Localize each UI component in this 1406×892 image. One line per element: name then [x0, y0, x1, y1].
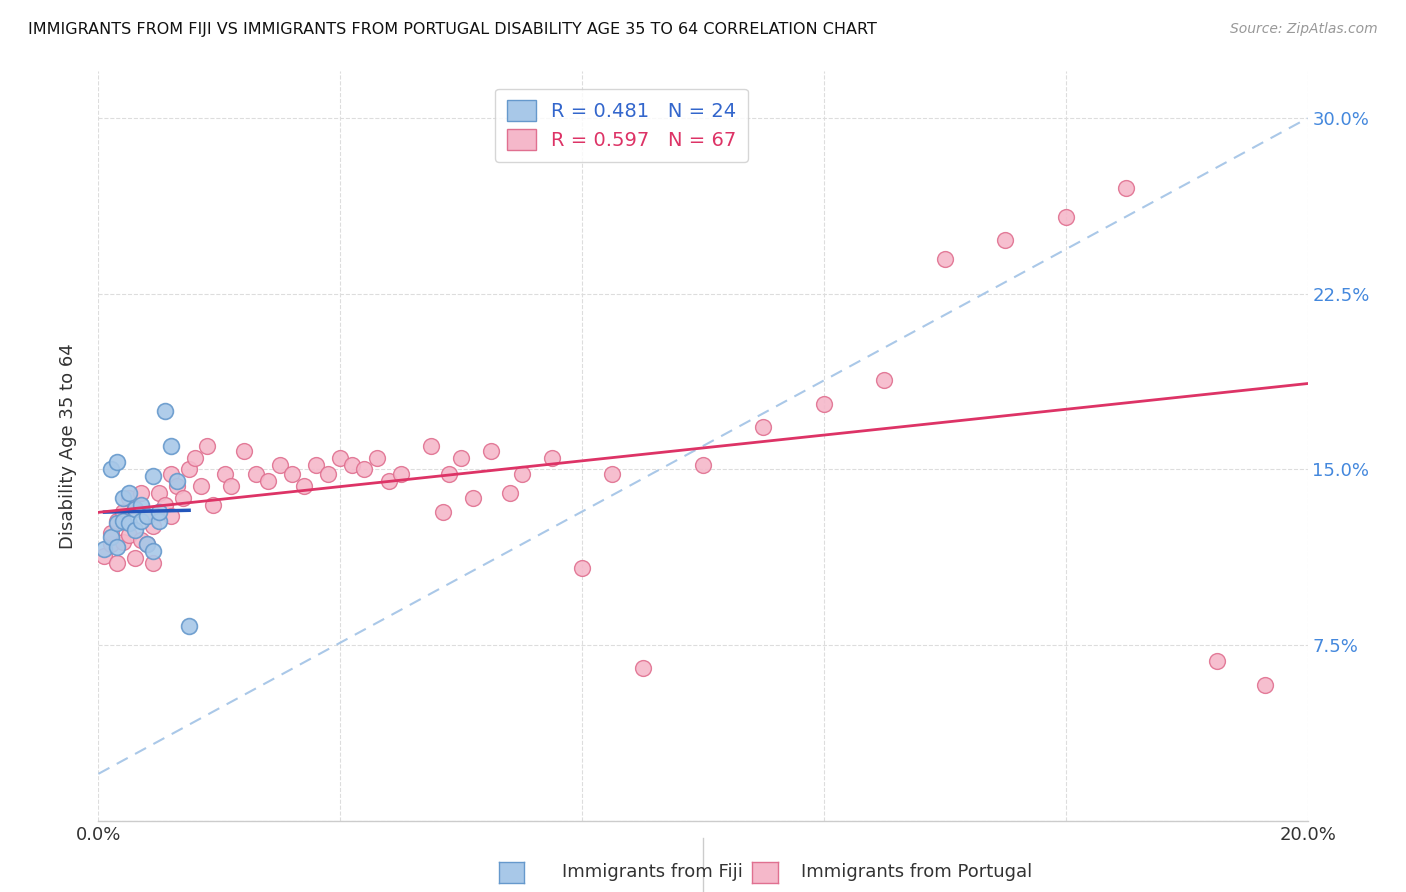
Point	[118, 485, 141, 500]
Point	[389, 467, 412, 482]
Point	[305, 458, 328, 472]
Point	[124, 502, 146, 516]
Point	[105, 455, 128, 469]
Point	[692, 458, 714, 472]
Point	[129, 533, 152, 547]
Point	[148, 514, 170, 528]
Point	[316, 467, 339, 482]
Point	[1115, 181, 1137, 195]
Point	[1054, 210, 1077, 224]
Point	[148, 505, 170, 519]
Point	[510, 467, 533, 482]
Point	[105, 540, 128, 554]
Point	[1206, 655, 1229, 669]
Point	[179, 462, 201, 476]
Text: IMMIGRANTS FROM FIJI VS IMMIGRANTS FROM PORTUGAL DISABILITY AGE 35 TO 64 CORRELA: IMMIGRANTS FROM FIJI VS IMMIGRANTS FROM …	[28, 22, 877, 37]
Point	[540, 450, 562, 465]
Point	[1254, 678, 1277, 692]
Point	[105, 556, 128, 570]
Point	[498, 485, 520, 500]
Point	[111, 514, 134, 528]
Point	[232, 443, 254, 458]
Point	[873, 374, 896, 388]
Point	[195, 439, 218, 453]
Point	[135, 537, 157, 551]
Point	[432, 505, 454, 519]
Point	[160, 467, 183, 482]
Point	[245, 467, 267, 482]
Point	[111, 535, 134, 549]
Point	[179, 619, 201, 633]
Y-axis label: Disability Age 35 to 64: Disability Age 35 to 64	[59, 343, 77, 549]
Point	[420, 439, 443, 453]
Point	[752, 420, 775, 434]
Point	[813, 397, 835, 411]
Point	[153, 404, 176, 418]
Point	[437, 467, 460, 482]
Point	[105, 516, 128, 531]
Point	[256, 474, 278, 488]
Point	[166, 474, 188, 488]
Point	[571, 561, 593, 575]
Point	[631, 661, 654, 675]
Point	[148, 505, 170, 519]
Point	[129, 498, 152, 512]
Point	[105, 514, 128, 528]
Point	[353, 462, 375, 476]
Point	[118, 528, 141, 542]
Point	[148, 485, 170, 500]
Point	[135, 537, 157, 551]
Point	[160, 509, 183, 524]
Text: Immigrants from Fiji: Immigrants from Fiji	[562, 863, 744, 881]
Point	[366, 450, 388, 465]
Point	[166, 479, 188, 493]
Point	[124, 502, 146, 516]
Point	[142, 469, 165, 483]
Point	[292, 479, 315, 493]
Point	[184, 450, 207, 465]
Point	[172, 491, 194, 505]
Point	[100, 537, 122, 551]
Point	[934, 252, 956, 266]
Point	[160, 439, 183, 453]
Point	[142, 556, 165, 570]
Point	[135, 509, 157, 524]
Point	[214, 467, 236, 482]
Point	[281, 467, 304, 482]
Point	[463, 491, 485, 505]
Point	[481, 443, 503, 458]
Point	[342, 458, 364, 472]
Point	[100, 530, 122, 544]
Point	[93, 541, 115, 557]
Point	[602, 467, 624, 482]
Point	[994, 233, 1017, 247]
Point	[118, 516, 141, 531]
Point	[135, 509, 157, 524]
Point	[124, 551, 146, 566]
Point	[100, 525, 122, 540]
Point	[129, 514, 152, 528]
Point	[153, 498, 176, 512]
Point	[221, 479, 243, 493]
Point	[118, 491, 141, 505]
Point	[142, 544, 165, 558]
Point	[111, 505, 134, 519]
Point	[329, 450, 352, 465]
Legend: R = 0.481   N = 24, R = 0.597   N = 67: R = 0.481 N = 24, R = 0.597 N = 67	[495, 88, 748, 162]
Point	[377, 474, 399, 488]
Point	[450, 450, 472, 465]
Text: Source: ZipAtlas.com: Source: ZipAtlas.com	[1230, 22, 1378, 37]
Point	[100, 462, 122, 476]
Point	[269, 458, 291, 472]
Point	[202, 498, 225, 512]
Point	[190, 479, 212, 493]
Point	[142, 518, 165, 533]
Point	[93, 549, 115, 563]
Point	[124, 523, 146, 537]
Point	[111, 491, 134, 505]
Text: Immigrants from Portugal: Immigrants from Portugal	[801, 863, 1032, 881]
Point	[129, 485, 152, 500]
